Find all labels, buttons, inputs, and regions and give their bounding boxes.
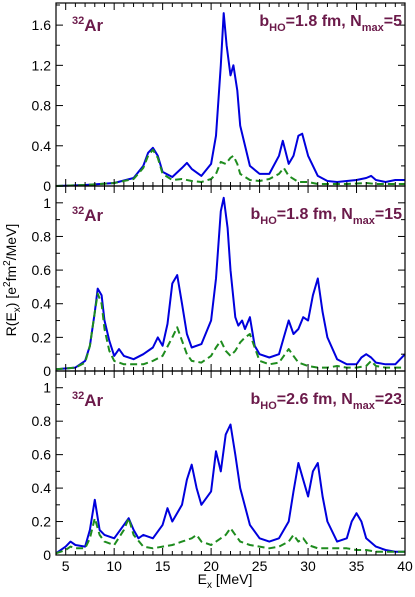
panel-3-y-tick-label: 0.8 bbox=[32, 413, 52, 429]
y-axis-title: R(Ex) [e2fm2/MeV] bbox=[2, 224, 23, 337]
param-n-value: =15 bbox=[375, 206, 402, 223]
panel-3-nucleus-label: 32Ar bbox=[72, 390, 104, 410]
param-n-sub: max bbox=[353, 215, 376, 227]
param-b-sub: HO bbox=[260, 400, 277, 412]
param-n-value: =23 bbox=[375, 391, 402, 408]
param-n: N bbox=[341, 391, 353, 408]
panel-2-parameter-label: bHO=1.8 fm, Nmax=15 bbox=[251, 206, 403, 227]
panel-1-dashed-series-line bbox=[55, 148, 405, 187]
panel-1-y-tick-label: 1.2 bbox=[32, 57, 52, 73]
x-axis-title: Ex [MeV] bbox=[198, 571, 253, 591]
panel-3-y-tick-label: 0 bbox=[43, 547, 51, 563]
panel-3-x-tick-label: 25 bbox=[252, 558, 268, 574]
panel-2-y-tick-label: 0.8 bbox=[32, 228, 52, 244]
panel-1-y-tick-label: 0.8 bbox=[32, 98, 52, 114]
panel-3-solid-series-line bbox=[55, 423, 405, 555]
panel-2-y-tick-label: 0.2 bbox=[32, 329, 52, 345]
param-n-sub: max bbox=[362, 22, 385, 34]
nucleus-symbol: Ar bbox=[84, 16, 103, 35]
panel-2-dashed-series-line bbox=[55, 292, 405, 371]
panel-3-x-tick-label: 15 bbox=[155, 558, 171, 574]
param-b-sub: HO bbox=[260, 215, 277, 227]
nucleus-mass-number: 32 bbox=[72, 205, 84, 217]
nucleus-mass-number: 32 bbox=[72, 15, 84, 27]
panel-1-y-tick-label: 0 bbox=[43, 178, 51, 194]
panel-2-nucleus-label: 32Ar bbox=[72, 205, 104, 225]
panel-3-dashed-series-line bbox=[55, 517, 405, 555]
panel-3-x-tick-label: 20 bbox=[203, 558, 219, 574]
param-b-value: =1.8 fm, bbox=[286, 13, 350, 30]
panel-1-y-tick-label: 1.6 bbox=[32, 17, 52, 33]
panel-3-x-tick-label: 10 bbox=[106, 558, 122, 574]
panel-3-y-tick-label: 0.6 bbox=[32, 447, 52, 463]
param-b: b bbox=[251, 391, 261, 408]
param-n-value: =5 bbox=[384, 13, 402, 30]
panel-3-x-tick-label: 30 bbox=[300, 558, 316, 574]
param-n-sub: max bbox=[353, 400, 376, 412]
panel-2-y-tick-label: 0.6 bbox=[32, 262, 52, 278]
panel-1-nucleus-label: 32Ar bbox=[72, 15, 104, 35]
panel-2-solid-series-line bbox=[55, 196, 406, 371]
panel-3-x-tick-label: 40 bbox=[397, 558, 413, 574]
param-b: b bbox=[259, 13, 269, 30]
param-b: b bbox=[251, 206, 261, 223]
nucleus-symbol: Ar bbox=[84, 391, 103, 410]
panel-3-y-tick-label: 1 bbox=[43, 380, 51, 396]
param-b-sub: HO bbox=[269, 22, 286, 34]
panel-1-parameter-label: bHO=1.8 fm, Nmax=5 bbox=[259, 13, 402, 34]
nucleus-mass-number: 32 bbox=[72, 390, 84, 402]
panel-2-y-tick-label: 0 bbox=[43, 363, 51, 379]
panel-3-y-tick-label: 0.2 bbox=[32, 514, 52, 530]
panel-2-y-tick-label: 1 bbox=[43, 195, 51, 211]
panel-3-parameter-label: bHO=2.6 fm, Nmax=23 bbox=[251, 391, 403, 412]
panel-3-y-tick-label: 0.4 bbox=[32, 480, 52, 496]
param-n: N bbox=[341, 206, 353, 223]
panel-1-solid-series-line bbox=[55, 12, 405, 187]
panel-3-x-tick-label: 5 bbox=[62, 558, 70, 574]
param-b-value: =2.6 fm, bbox=[277, 391, 341, 408]
nucleus-symbol: Ar bbox=[84, 206, 103, 225]
param-b-value: =1.8 fm, bbox=[277, 206, 341, 223]
panel-2-y-tick-label: 0.4 bbox=[32, 296, 52, 312]
panel-1-y-tick-label: 0.4 bbox=[32, 138, 52, 154]
param-n: N bbox=[350, 13, 362, 30]
panel-3-x-tick-label: 35 bbox=[349, 558, 365, 574]
